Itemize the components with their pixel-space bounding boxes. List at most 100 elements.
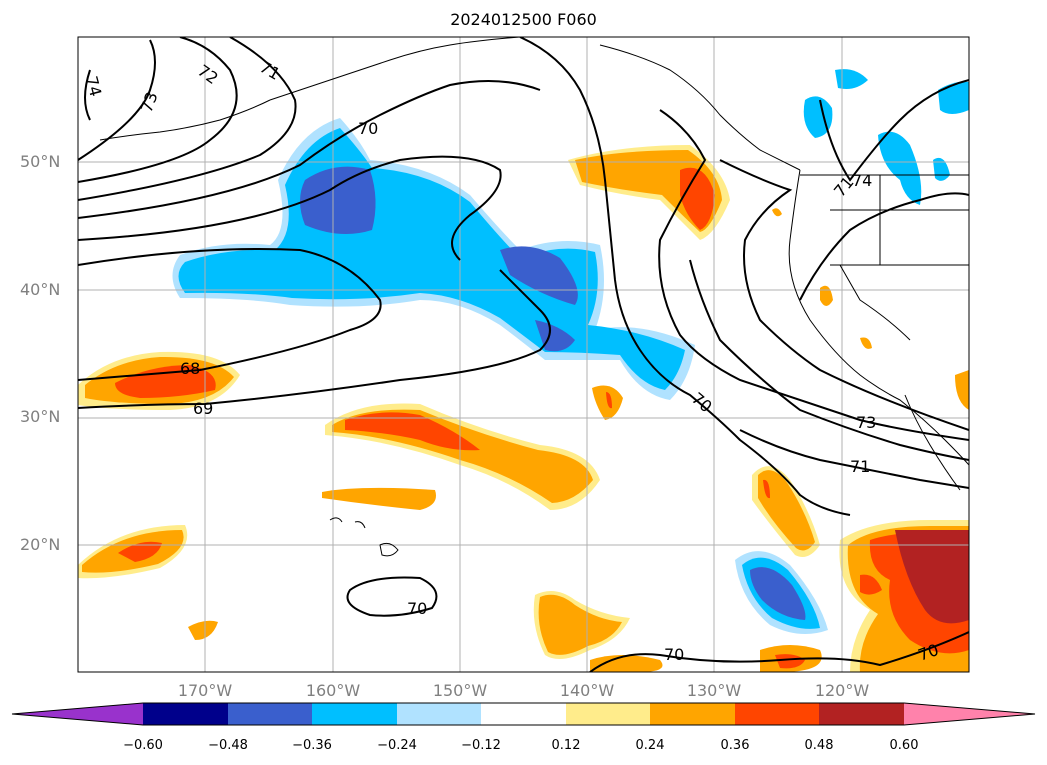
- contour-label: 73: [137, 89, 162, 115]
- lat-label: 50°N: [20, 152, 61, 171]
- colorbar-tick-label: 0.12: [551, 738, 581, 753]
- warm-region-14: [820, 285, 833, 306]
- lat-label: 30°N: [20, 407, 61, 426]
- contour-73-east: [799, 192, 969, 301]
- contour-71-b: [78, 80, 541, 219]
- blue-region-mid: [300, 166, 376, 234]
- colorbar-segment: [228, 703, 312, 725]
- warm-region-15: [772, 208, 782, 217]
- warm-region-3: [322, 487, 436, 510]
- state-border-4: [839, 264, 911, 341]
- contour-74-west: [84, 69, 91, 121]
- contour-label: 71: [850, 457, 870, 476]
- blue-region-ne2: [835, 69, 868, 89]
- warm-region-9: [590, 655, 663, 672]
- colorbar-segment: [650, 703, 735, 725]
- contour-label: 70: [358, 119, 378, 138]
- blue-region-ne3: [938, 81, 969, 114]
- warm-region-6-core: [606, 392, 612, 409]
- contour-label: 73: [856, 413, 876, 432]
- contour-69: [78, 248, 382, 381]
- colorbar-tick-label: −0.24: [377, 738, 417, 753]
- warm-region-7-core: [763, 479, 770, 499]
- colorbar-tick-label: 0.60: [889, 738, 919, 753]
- lon-label: 140°W: [559, 681, 615, 700]
- contour-70-north: [78, 155, 502, 261]
- colorbar-tick-label: −0.60: [123, 738, 163, 753]
- coastlines: [99, 37, 969, 557]
- contour-71-lower: [689, 259, 969, 461]
- contour-label: 71: [256, 57, 283, 84]
- lon-label: 170°W: [177, 681, 233, 700]
- contour-71-east: [719, 159, 969, 431]
- colorbar-tick-label: −0.36: [292, 738, 332, 753]
- colorbar-tick-label: −0.12: [461, 738, 501, 753]
- north-america-coast: [788, 169, 969, 466]
- contour-71-a: [78, 37, 297, 201]
- contour-70-small: [346, 576, 438, 617]
- negative-anomaly-shading: [172, 69, 969, 634]
- warm-region-12: [955, 370, 969, 410]
- blue-region-ne1: [803, 96, 833, 138]
- warm-region-8: [538, 594, 622, 655]
- colorbar-segment: [566, 703, 650, 725]
- contour-label: 72: [194, 61, 222, 88]
- map-field: 74 73 72 71 70 70 70 70 70 68 69 73 71 7…: [78, 37, 969, 672]
- colorbar-segment: [481, 703, 566, 725]
- contour-71-bottom: [739, 429, 969, 489]
- lat-label: 40°N: [20, 280, 61, 299]
- hawaii: [329, 517, 399, 557]
- blue-region-ne5: [933, 157, 950, 181]
- contour-70-inner: [658, 109, 969, 441]
- colorbar-outline: [11, 702, 1036, 726]
- contour-72: [78, 37, 238, 183]
- contour-74-east: [819, 79, 969, 182]
- colorbar-segment: [819, 703, 904, 725]
- lon-label: 130°W: [686, 681, 742, 700]
- colorbar-tick-label: −0.48: [208, 738, 248, 753]
- contour-label: 70: [407, 599, 427, 618]
- warm-region-10-core: [775, 654, 805, 669]
- warm-region-16: [860, 337, 872, 349]
- contour-73: [78, 39, 156, 161]
- warm-region-7: [758, 470, 815, 551]
- aleutians: [99, 99, 271, 141]
- gridlines: [78, 37, 969, 672]
- blue-region-ne4: [878, 131, 922, 205]
- warm-region-13: [188, 620, 218, 640]
- height-contours: [78, 37, 969, 672]
- positive-anomaly-shading: [78, 145, 969, 672]
- colorbar: [11, 702, 1036, 726]
- colorbar-tick-label: 0.48: [804, 738, 834, 753]
- warm-region-2-core: [345, 412, 480, 451]
- colorbar-extend-right: [904, 703, 1035, 725]
- colorbar-segment: [397, 703, 481, 725]
- colorbar-segment: [312, 703, 397, 725]
- warm-region-1-core: [115, 365, 216, 398]
- warm-region-4-core: [118, 541, 162, 562]
- map-title: 2024012500 F060: [450, 10, 597, 29]
- colorbar-extend-left: [12, 703, 143, 725]
- contour-68: [78, 269, 551, 409]
- contour-70-bottom: [589, 631, 969, 672]
- blue-region-se-dark: [750, 567, 806, 620]
- contour-label: 69: [193, 399, 213, 418]
- alaska-coast: [269, 37, 801, 171]
- warm-region-5-core: [680, 167, 715, 230]
- map-frame: [77, 36, 970, 673]
- contour-70-center: [519, 37, 851, 516]
- contour-label: 74: [852, 171, 872, 190]
- colorbar-tick-label: 0.36: [720, 738, 750, 753]
- colorbar-segment: [735, 703, 819, 725]
- contour-label: 68: [180, 359, 200, 378]
- warm-region-11-dark: [895, 530, 969, 624]
- lat-label: 20°N: [20, 535, 61, 554]
- colorbar-segment: [143, 703, 228, 725]
- contour-label: 74: [82, 74, 106, 99]
- lon-label: 120°W: [814, 681, 870, 700]
- contour-label: 70: [664, 645, 684, 664]
- colorbar-tick-label: 0.24: [635, 738, 665, 753]
- lon-label: 160°W: [305, 681, 361, 700]
- warm-region-11-west: [860, 574, 882, 595]
